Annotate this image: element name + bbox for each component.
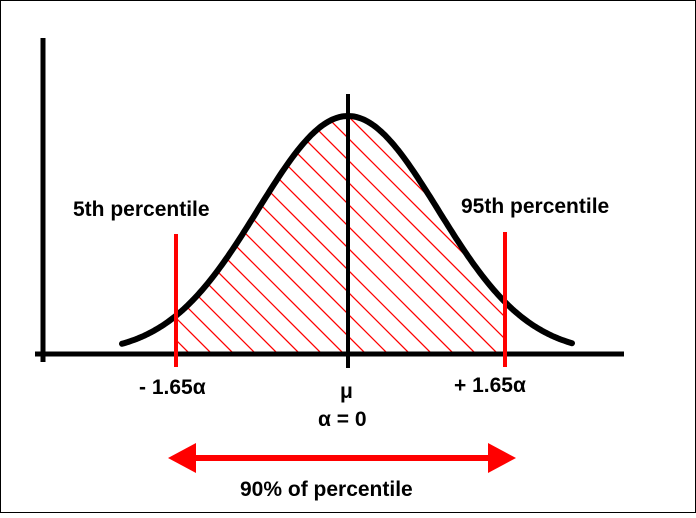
arrow-head-right bbox=[488, 443, 516, 473]
label-95th-percentile: 95th percentile bbox=[461, 195, 609, 218]
label-mu: μ bbox=[340, 380, 353, 403]
bell-curve bbox=[119, 113, 575, 347]
hatch-line bbox=[176, 116, 261, 354]
hatch-line bbox=[176, 116, 239, 354]
hatch-line bbox=[176, 116, 415, 354]
arrow-head-left bbox=[168, 443, 196, 473]
hatch-line bbox=[176, 116, 305, 354]
label-range: 90% of percentile bbox=[240, 478, 413, 501]
hatch-line bbox=[289, 116, 505, 354]
hatch-line bbox=[176, 116, 283, 354]
range-arrow bbox=[168, 443, 516, 473]
label-5th-percentile: 5th percentile bbox=[73, 198, 210, 221]
label-plus-tick: + 1.65α bbox=[454, 374, 526, 397]
label-minus-tick: - 1.65α bbox=[139, 376, 206, 399]
label-alpha-zero: α = 0 bbox=[318, 408, 367, 431]
hatch-line bbox=[176, 116, 327, 354]
